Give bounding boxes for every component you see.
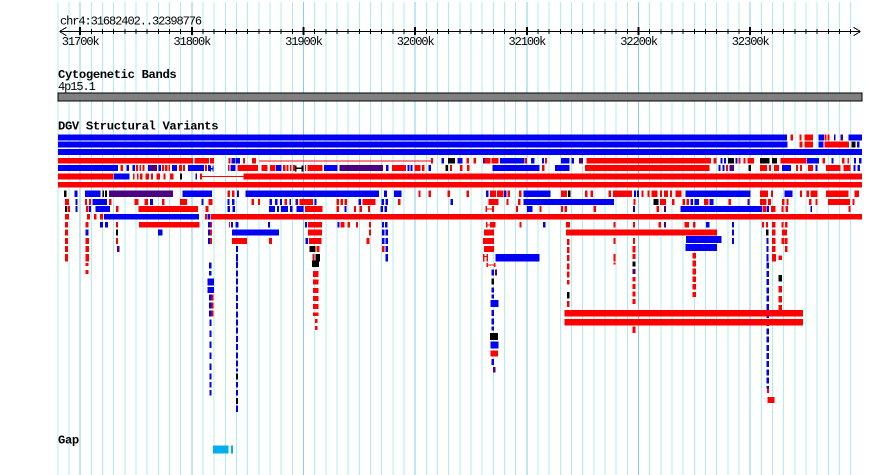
svg-text:31800k: 31800k xyxy=(174,35,212,49)
svg-text:32200k: 32200k xyxy=(620,35,658,49)
svg-text:Gap: Gap xyxy=(58,434,79,448)
svg-text:32100k: 32100k xyxy=(509,35,547,49)
svg-text:31700k: 31700k xyxy=(62,35,100,49)
svg-text:Cytogenetic Bands: Cytogenetic Bands xyxy=(58,68,176,82)
svg-text:32300k: 32300k xyxy=(732,35,770,49)
svg-text:4p15.1: 4p15.1 xyxy=(58,80,96,94)
svg-text:32000k: 32000k xyxy=(397,35,435,49)
svg-text:DGV Structural Variants: DGV Structural Variants xyxy=(58,120,218,134)
svg-text:chr4:31682402..32398776: chr4:31682402..32398776 xyxy=(60,15,202,29)
svg-text:31900k: 31900k xyxy=(285,35,323,49)
